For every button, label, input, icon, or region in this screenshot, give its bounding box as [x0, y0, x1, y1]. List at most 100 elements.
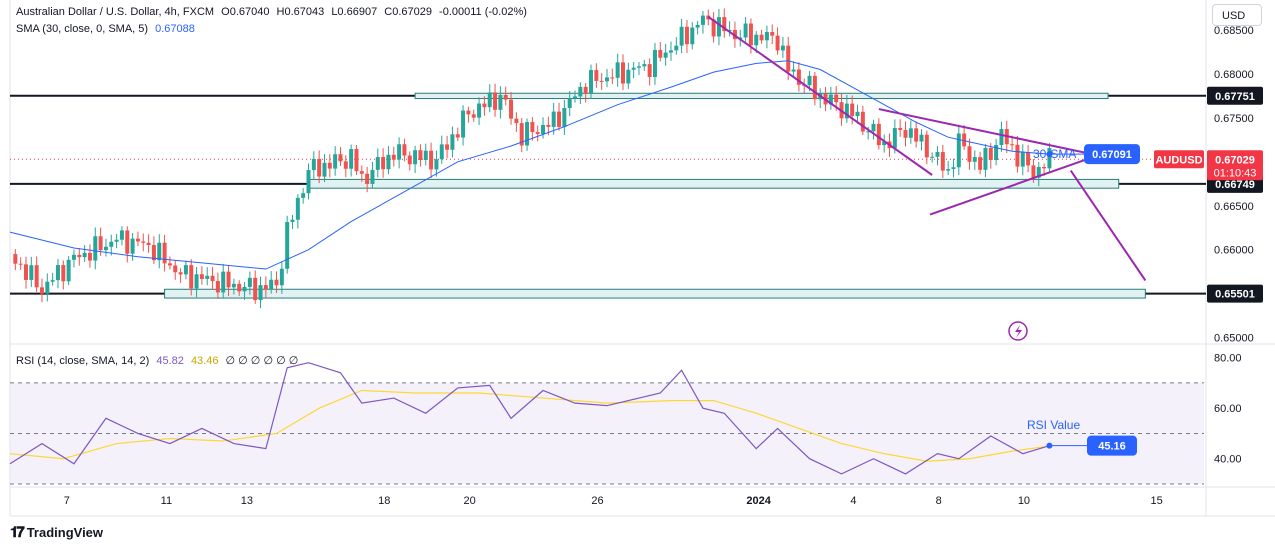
candle-body [525, 122, 530, 146]
candle-body [1036, 167, 1041, 178]
candle-body [18, 263, 23, 265]
candle-body [519, 123, 524, 146]
candle-body [258, 285, 263, 301]
time-tick-label: 26 [591, 495, 603, 507]
sr-zone [164, 288, 1146, 299]
candle-body [173, 265, 178, 273]
time-tick-label: 11 [161, 495, 172, 507]
candle-body [1047, 148, 1052, 169]
candle-body [29, 265, 34, 280]
rsi-tick-label: 40.00 [1214, 454, 1242, 466]
candle-body [647, 64, 652, 78]
time-tick-label: 18 [378, 495, 390, 507]
candle-body [119, 230, 124, 240]
last-price-box [1207, 150, 1263, 181]
candle-body [146, 242, 151, 246]
candle-body [860, 111, 865, 132]
candle-body [850, 103, 855, 116]
candle-body [946, 169, 951, 171]
resistance-label-text: 0.67751 [1215, 91, 1255, 103]
rsi-label: RSI (14, close, SMA, 14, 2) [16, 355, 150, 367]
candle-body [786, 45, 791, 72]
sma-annotation-text: 30-SMA [1033, 147, 1076, 161]
candle-body [855, 111, 860, 116]
resistance-label-box [1207, 86, 1263, 105]
sma-annotation-value: 0.67091 [1092, 149, 1132, 161]
candle-body [199, 274, 204, 279]
candle-body [663, 52, 668, 58]
candle-body [636, 66, 641, 68]
candle-body [114, 239, 119, 242]
candle-body [930, 156, 935, 158]
candle-body [700, 15, 705, 25]
candle-body [493, 92, 498, 110]
candle-body [972, 157, 977, 162]
candle-body [999, 129, 1004, 146]
candle-body [322, 162, 327, 177]
candle-body [642, 64, 647, 67]
alert-bolt-icon [1008, 321, 1028, 341]
candle-body [674, 45, 679, 51]
candle-body [461, 110, 466, 138]
candle-body [354, 149, 359, 172]
candle-body [402, 144, 407, 156]
candle-body [487, 92, 492, 108]
candle-body [503, 94, 508, 100]
candle-body [796, 69, 801, 85]
rsi-tick-label: 80.00 [1214, 353, 1242, 365]
candle-body [39, 287, 44, 294]
rsi-annotation-box [1087, 435, 1137, 456]
candle-body [807, 75, 812, 86]
trendline [1069, 170, 1147, 282]
trendline [707, 15, 933, 176]
candle-body [162, 242, 167, 264]
candle-body [866, 131, 871, 133]
candle-body [546, 124, 551, 127]
candle-body [892, 128, 897, 149]
candle-body [226, 271, 231, 288]
candle-body [279, 268, 284, 286]
candle-body [178, 272, 183, 275]
candle-body [327, 162, 332, 169]
candle-body [183, 265, 188, 275]
candle-body [690, 27, 695, 45]
candle-body [381, 157, 386, 170]
candle-body [919, 134, 924, 142]
currency-button[interactable]: USD [1212, 4, 1262, 26]
candle-body [242, 286, 247, 292]
candle-body [1026, 152, 1031, 166]
candle-body [535, 132, 540, 135]
candle-body [55, 265, 60, 281]
candle-body [210, 275, 215, 282]
candle-body [727, 29, 732, 32]
candle-body [743, 23, 748, 38]
countdown-text: 01:10:43 [1214, 167, 1257, 179]
candle-body [141, 241, 146, 243]
candle-body [716, 17, 721, 37]
candle-body [631, 67, 636, 70]
candle-body [599, 80, 604, 82]
candle-body [514, 118, 519, 124]
candle-body [605, 77, 609, 82]
candle-body [530, 122, 535, 133]
support-2-label-box [1207, 284, 1263, 303]
symbol-legend: Australian Dollar / U.S. Dollar, 4h, FXC… [16, 6, 527, 18]
symbol-tag-box [1154, 150, 1204, 169]
candle-body [215, 281, 220, 293]
price-tick-label: 0.65000 [1214, 333, 1254, 345]
candle-body [98, 236, 103, 251]
candle-body [386, 154, 391, 170]
candle-body [684, 26, 689, 45]
candle-body [274, 279, 279, 286]
candle-body [541, 124, 546, 135]
candle-body [620, 62, 625, 84]
candle-body [349, 149, 354, 169]
candle-body [82, 252, 87, 258]
candle-body [434, 159, 439, 170]
rsi-annotation-value: 45.16 [1098, 441, 1126, 453]
candle-body [780, 45, 785, 51]
candle-body [940, 152, 945, 171]
candle-body [466, 110, 471, 115]
sma-legend: SMA (30, close, 0, SMA, 5) 0.67088 [16, 23, 195, 35]
